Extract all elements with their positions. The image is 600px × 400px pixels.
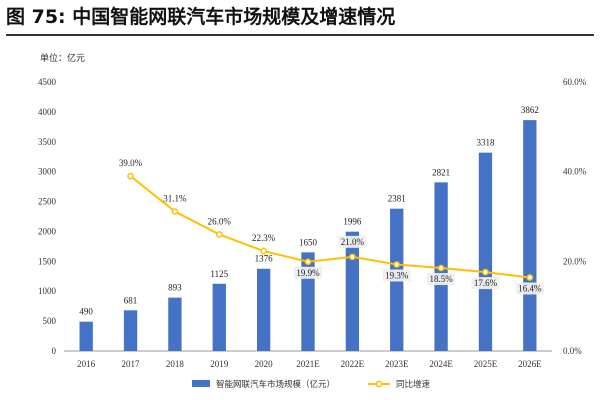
y-right-tick-label: 20.0%: [563, 256, 587, 266]
x-tick-label: 2018: [166, 359, 185, 369]
growth-rate-line: [129, 175, 530, 279]
growth-rate-label: 19.3%: [385, 270, 409, 280]
legend-bar-label: 智能网联汽车市场规模（亿元）: [216, 379, 335, 390]
bar-value-label: 893: [168, 283, 182, 293]
line-label-bg: [515, 282, 544, 295]
y-left-tick-label: 3000: [38, 167, 57, 177]
y-left-tick-label: 2500: [38, 197, 57, 207]
growth-rate-point: [260, 247, 267, 255]
growth-rate-label: 19.9%: [296, 268, 320, 278]
bar-value-label: 3862: [521, 105, 539, 115]
x-tick-label: 2021E: [296, 359, 320, 369]
line-label-bg: [294, 266, 322, 279]
y-left-tick-label: 1000: [38, 286, 57, 296]
bar: [345, 231, 360, 351]
growth-rate-label: 17.6%: [474, 278, 498, 288]
growth-rate-point: [215, 231, 223, 238]
growth-rate-point: [127, 172, 134, 180]
y-left-tick-label: 1500: [38, 256, 57, 266]
growth-rate-label: 22.3%: [252, 233, 276, 243]
x-tick-label: 2020: [255, 359, 274, 369]
growth-rate-label: 26.0%: [208, 216, 232, 226]
growth-rate-point: [349, 253, 356, 261]
y-left-tick-label: 4000: [38, 107, 57, 117]
x-tick-label: 2026E: [518, 359, 542, 369]
x-tick-label: 2023E: [385, 359, 409, 369]
bar: [79, 321, 93, 351]
bar-value-label: 3318: [476, 138, 495, 148]
growth-rate-point: [526, 274, 534, 281]
x-tick-label: 2024E: [429, 359, 453, 369]
unit-label: 单位：亿元: [40, 54, 86, 64]
growth-rate-label: 31.1%: [163, 194, 187, 204]
bar-value-label: 1650: [299, 237, 318, 247]
bar-value-label: 1125: [210, 269, 228, 279]
x-tick-label: 2019: [210, 359, 229, 369]
y-right-tick-label: 0.0%: [563, 346, 582, 356]
bar: [123, 310, 138, 351]
x-tick-label: 2016: [77, 359, 96, 369]
line-label-bg: [471, 277, 500, 290]
x-tick-label: 2017: [122, 359, 141, 369]
legend-line-marker: [375, 380, 383, 388]
x-tick-label: 2025E: [474, 359, 498, 369]
bar-value-label: 2381: [388, 194, 406, 204]
bar: [523, 120, 537, 352]
y-left-tick-label: 4500: [38, 77, 57, 87]
line-label-bg: [427, 273, 456, 286]
bar: [478, 152, 493, 351]
line-label-bg: [382, 269, 411, 282]
growth-rate-label: 18.5%: [429, 274, 453, 284]
growth-rate-point: [437, 264, 445, 272]
growth-rate-point: [482, 268, 489, 276]
bar: [256, 268, 271, 351]
growth-rate-label: 21.0%: [341, 237, 365, 247]
growth-rate-point: [304, 258, 312, 266]
y-left-tick-label: 0: [52, 346, 57, 356]
y-right-tick-label: 40.0%: [563, 167, 587, 177]
growth-rate-point: [393, 261, 401, 268]
y-left-tick-label: 2000: [38, 226, 57, 236]
y-left-tick-label: 3500: [38, 137, 57, 147]
bar-value-label: 1376: [255, 254, 274, 264]
growth-rate-label: 16.4%: [518, 283, 542, 293]
bar: [212, 283, 226, 351]
legend-bar-swatch: [192, 380, 210, 387]
x-tick-label: 2022E: [341, 359, 365, 369]
figure-title: 图 75: 中国智能网联汽车市场规模及增速情况: [6, 6, 396, 28]
line-label-bg: [338, 235, 367, 248]
title-divider: [6, 34, 594, 36]
y-left-tick-label: 500: [43, 316, 57, 326]
bar-value-label: 681: [124, 295, 138, 305]
legend-line-label: 同比增速: [396, 379, 431, 390]
bar-value-label: 1996: [343, 217, 362, 227]
growth-rate-label: 39.0%: [119, 158, 143, 168]
bar-value-label: 490: [79, 307, 93, 317]
y-right-tick-label: 60.0%: [563, 77, 587, 87]
bar: [168, 297, 182, 351]
bar-value-label: 2821: [432, 167, 450, 177]
growth-rate-point: [171, 208, 179, 215]
